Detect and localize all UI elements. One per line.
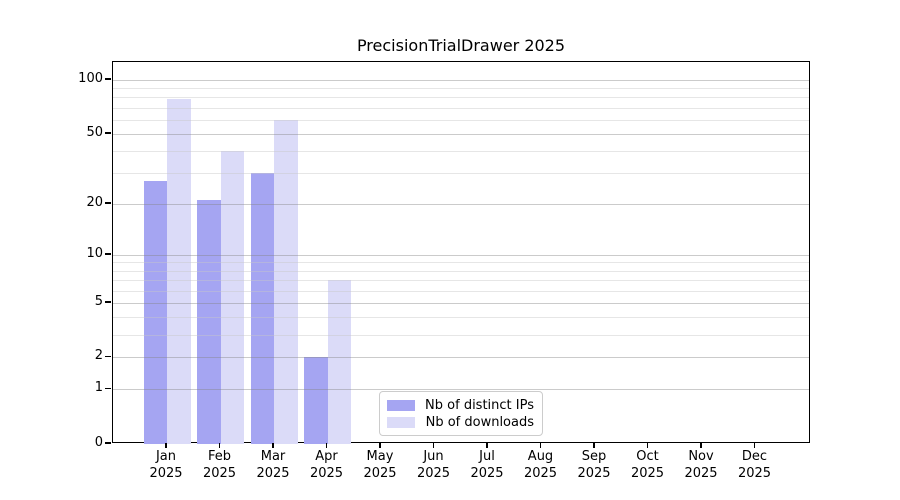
- y-tick-label: 5: [94, 293, 103, 309]
- x-tick-label-jun: Jun 2025: [416, 449, 451, 481]
- plot-area: [112, 61, 810, 444]
- gridline-minor: [113, 97, 809, 99]
- x-tick-label-sep: Sep 2025: [577, 449, 611, 481]
- y-tick-mark: [105, 78, 111, 80]
- gridline-major: [113, 389, 809, 391]
- legend-swatch-downloads-icon: [387, 416, 415, 428]
- x-tick-label-mar: Mar 2025: [256, 449, 290, 481]
- y-tick-mark: [105, 442, 111, 444]
- y-tick-label: 2: [94, 348, 103, 364]
- x-tick-mark: [432, 443, 435, 448]
- y-tick-mark: [105, 355, 111, 358]
- x-tick-label-jan: Jan 2025: [149, 449, 183, 481]
- bar-distinct-ips-feb: [197, 200, 221, 444]
- gridline-minor: [113, 88, 809, 90]
- x-tick-mark: [700, 443, 702, 448]
- x-tick-label-jul: Jul 2025: [470, 449, 504, 481]
- legend: Nb of distinct IPs Nb of downloads: [379, 391, 543, 436]
- gridline-minor: [113, 270, 809, 272]
- gridline-major: [113, 203, 809, 205]
- bar-distinct-ips-mar: [250, 173, 274, 444]
- y-tick-label: 100: [78, 71, 103, 87]
- gridline-minor: [113, 290, 809, 292]
- legend-label-downloads: Nb of downloads: [425, 414, 534, 430]
- x-tick-mark: [272, 443, 274, 448]
- x-tick-label-oct: Oct 2025: [630, 449, 665, 481]
- bar-downloads-apr: [327, 280, 351, 444]
- gridline-major: [113, 254, 809, 256]
- gridline-major: [113, 80, 809, 82]
- gridline-minor: [113, 119, 809, 121]
- x-tick-label-apr: Apr 2025: [309, 449, 344, 481]
- legend-label-ips: Nb of distinct IPs: [425, 397, 534, 413]
- x-tick-mark: [539, 443, 542, 448]
- y-tick-label: 50: [86, 124, 103, 140]
- y-tick-label: 1: [94, 380, 103, 396]
- bar-downloads-jan: [167, 99, 191, 444]
- chart-title: PrecisionTrialDrawer 2025: [356, 36, 566, 55]
- gridline-major: [113, 133, 809, 135]
- gridline-major: [113, 357, 809, 359]
- x-tick-mark: [593, 443, 595, 448]
- gridline-minor: [113, 151, 809, 153]
- y-tick-mark: [105, 387, 111, 390]
- y-tick-mark: [105, 132, 111, 134]
- gridline-minor: [113, 173, 809, 175]
- gridline-minor: [113, 334, 809, 336]
- gridline-minor: [113, 107, 809, 109]
- x-tick-mark: [325, 443, 328, 448]
- y-tick-label: 10: [86, 245, 103, 261]
- legend-swatch-ips-icon: [387, 399, 415, 411]
- x-tick-label-aug: Aug 2025: [523, 449, 558, 481]
- legend-item-distinct-ips: Nb of distinct IPs: [387, 397, 534, 413]
- x-tick-mark: [646, 443, 649, 448]
- y-tick-label: 20: [86, 194, 103, 210]
- gridline-minor: [113, 280, 809, 282]
- y-tick-mark: [105, 202, 111, 204]
- gridline-minor: [113, 262, 809, 264]
- y-tick-mark: [105, 300, 111, 303]
- x-tick-label-may: May 2025: [363, 449, 397, 481]
- bar-distinct-ips-apr: [304, 357, 328, 444]
- gridline-minor: [113, 317, 809, 319]
- bar-distinct-ips-jan: [143, 181, 167, 444]
- x-tick-label-feb: Feb 2025: [202, 449, 237, 481]
- gridline-major: [113, 302, 809, 304]
- y-tick-label: 0: [94, 435, 103, 450]
- legend-item-downloads: Nb of downloads: [387, 414, 534, 430]
- x-tick-mark: [379, 443, 381, 448]
- x-tick-label-dec: Dec 2025: [737, 449, 772, 481]
- x-tick-label-nov: Nov 2025: [684, 449, 718, 481]
- x-tick-mark: [218, 443, 221, 448]
- bar-downloads-mar: [274, 119, 298, 444]
- y-tick-mark: [105, 253, 111, 255]
- x-tick-mark: [486, 443, 488, 448]
- x-tick-mark: [165, 443, 167, 448]
- x-tick-mark: [753, 443, 756, 448]
- bar-downloads-feb: [220, 151, 244, 444]
